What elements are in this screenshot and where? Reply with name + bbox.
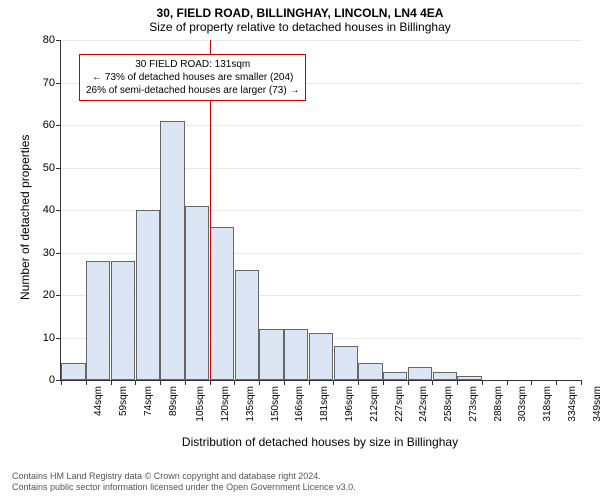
ytick-mark — [56, 40, 61, 41]
xtick-mark — [309, 380, 310, 385]
xtick-mark — [408, 380, 409, 385]
histogram-bar — [259, 329, 283, 380]
histogram-bar — [61, 363, 85, 380]
histogram-bar — [358, 363, 382, 380]
ytick-label: 50 — [43, 162, 55, 174]
xtick-mark — [556, 380, 557, 385]
xtick-mark — [234, 380, 235, 385]
ytick-mark — [56, 338, 61, 339]
ytick-label: 10 — [43, 332, 55, 344]
xtick-mark — [432, 380, 433, 385]
xtick-label: 181sqm — [319, 386, 330, 422]
xtick-label: 74sqm — [143, 386, 154, 416]
page-title: 30, FIELD ROAD, BILLINGHAY, LINCOLN, LN4… — [0, 6, 600, 20]
xtick-label: 242sqm — [418, 386, 429, 422]
histogram-bar — [86, 261, 110, 380]
xtick-label: 273sqm — [468, 386, 479, 422]
xtick-label: 105sqm — [195, 386, 206, 422]
footer-attribution: Contains HM Land Registry data © Crown c… — [12, 471, 356, 494]
ytick-mark — [56, 210, 61, 211]
histogram-bar — [111, 261, 135, 380]
xtick-label: 212sqm — [369, 386, 380, 422]
xtick-label: 59sqm — [118, 386, 129, 416]
histogram-bar — [160, 121, 184, 380]
xtick-label: 196sqm — [344, 386, 355, 422]
histogram-bar — [185, 206, 209, 380]
xtick-label: 150sqm — [269, 386, 280, 422]
histogram-bar — [136, 210, 160, 380]
xtick-label: 258sqm — [443, 386, 454, 422]
xtick-mark — [383, 380, 384, 385]
xtick-label: 303sqm — [517, 386, 528, 422]
xtick-mark — [86, 380, 87, 385]
histogram-bar — [457, 376, 481, 380]
footer-line: Contains HM Land Registry data © Crown c… — [12, 471, 356, 483]
histogram-bar — [284, 329, 308, 380]
annotation-line: 30 FIELD ROAD: 131sqm — [86, 58, 299, 71]
ytick-mark — [56, 83, 61, 84]
ytick-label: 30 — [43, 247, 55, 259]
ytick-mark — [56, 295, 61, 296]
page-subtitle: Size of property relative to detached ho… — [0, 20, 600, 34]
ytick-mark — [56, 125, 61, 126]
xtick-mark — [507, 380, 508, 385]
xtick-label: 44sqm — [93, 386, 104, 416]
xtick-label: 288sqm — [492, 386, 503, 422]
annotation-line: 26% of semi-detached houses are larger (… — [86, 84, 299, 97]
xtick-mark — [160, 380, 161, 385]
histogram-bar — [408, 367, 432, 380]
xtick-label: 166sqm — [294, 386, 305, 422]
xtick-label: 135sqm — [245, 386, 256, 422]
x-axis-label: Distribution of detached houses by size … — [60, 435, 580, 449]
xtick-mark — [111, 380, 112, 385]
y-axis-label: Number of detached properties — [18, 135, 32, 300]
footer-line: Contains public sector information licen… — [12, 482, 356, 494]
xtick-mark — [135, 380, 136, 385]
ytick-label: 20 — [43, 289, 55, 301]
xtick-mark — [333, 380, 334, 385]
histogram-chart: 0102030405060708044sqm59sqm74sqm89sqm105… — [60, 40, 581, 381]
ytick-label: 70 — [43, 77, 55, 89]
xtick-mark — [259, 380, 260, 385]
histogram-bar — [334, 346, 358, 380]
annotation-box: 30 FIELD ROAD: 131sqm← 73% of detached h… — [79, 54, 306, 101]
histogram-bar — [309, 333, 333, 380]
xtick-label: 318sqm — [542, 386, 553, 422]
xtick-label: 227sqm — [393, 386, 404, 422]
gridline — [61, 168, 581, 169]
histogram-bar — [383, 372, 407, 381]
annotation-line: ← 73% of detached houses are smaller (20… — [86, 71, 299, 84]
ytick-label: 80 — [43, 34, 55, 46]
ytick-label: 0 — [49, 374, 55, 386]
gridline — [61, 40, 581, 41]
xtick-mark — [581, 380, 582, 385]
xtick-mark — [531, 380, 532, 385]
ytick-mark — [56, 168, 61, 169]
xtick-mark — [358, 380, 359, 385]
histogram-bar — [433, 372, 457, 381]
histogram-bar — [210, 227, 234, 380]
xtick-label: 349sqm — [591, 386, 600, 422]
xtick-mark — [457, 380, 458, 385]
xtick-label: 120sqm — [220, 386, 231, 422]
histogram-bar — [235, 270, 259, 381]
xtick-label: 334sqm — [567, 386, 578, 422]
xtick-mark — [482, 380, 483, 385]
xtick-mark — [61, 380, 62, 385]
xtick-label: 89sqm — [168, 386, 179, 416]
gridline — [61, 125, 581, 126]
ytick-label: 60 — [43, 119, 55, 131]
xtick-mark — [284, 380, 285, 385]
ytick-label: 40 — [43, 204, 55, 216]
xtick-mark — [185, 380, 186, 385]
xtick-mark — [210, 380, 211, 385]
ytick-mark — [56, 253, 61, 254]
